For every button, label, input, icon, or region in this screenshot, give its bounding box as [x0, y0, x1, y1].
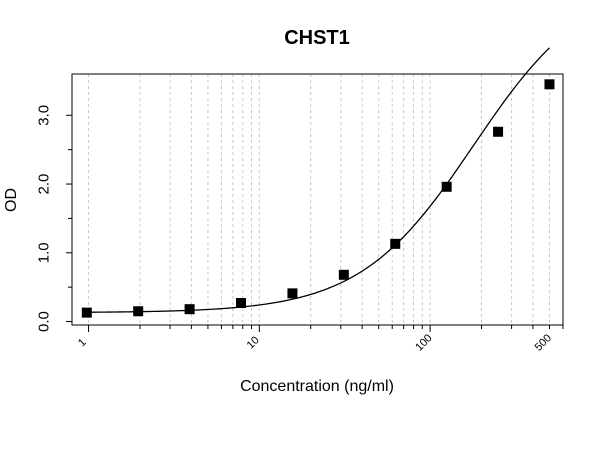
x-axis: 1 10 100 500: [76, 325, 564, 354]
x-tick-label: 1: [76, 336, 89, 349]
x-tick-label: 500: [533, 332, 554, 353]
y-axis-label: OD: [3, 188, 20, 212]
grid-lines: [88, 74, 564, 325]
y-tick-label: 0.0: [36, 311, 53, 332]
plot-area-border: [71, 73, 564, 326]
data-point: [493, 126, 504, 137]
y-tick-label: 3.0: [36, 105, 53, 126]
y-tick-label: 2.0: [36, 174, 53, 195]
data-point: [133, 306, 144, 317]
data-point: [441, 181, 452, 192]
data-point: [184, 304, 195, 315]
data-point: [81, 307, 92, 318]
data-point: [544, 79, 555, 90]
fit-curve: [86, 47, 550, 313]
x-tick-label: 100: [413, 332, 434, 353]
y-tick-label: 1.0: [36, 242, 53, 263]
chart-title: CHST1: [284, 27, 350, 49]
data-point: [338, 269, 349, 280]
data-point: [390, 238, 401, 249]
x-axis-label: Concentration (ng/ml): [240, 378, 394, 395]
data-point: [236, 297, 247, 308]
data-points: [81, 79, 555, 318]
y-axis: 0.0 1.0 2.0 3.0: [36, 105, 72, 332]
x-tick-label: 10: [245, 334, 262, 351]
data-point: [287, 288, 298, 299]
